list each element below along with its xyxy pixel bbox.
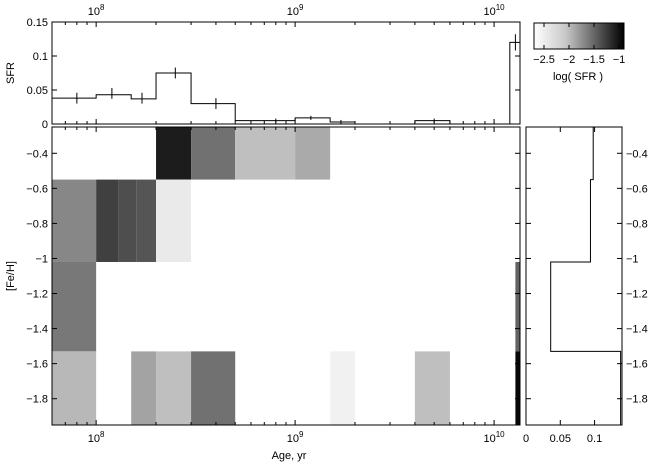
metallicity-step-line: [550, 127, 622, 425]
sfr-panel-frame: [51, 21, 521, 125]
colorbar-tick-label: −1: [613, 54, 626, 66]
heatmap-cell: [515, 351, 520, 425]
metallicity-age-heatmap-panel: 108 109 1010 −0.4 −0.6 −0.8 −1 −1.2 −1.4 −1.6 −1.8…: [5, 126, 521, 462]
colorbar-gradient: [533, 22, 625, 50]
heatmap-cell: [235, 127, 296, 180]
sfr-histogram-panel: 108 109 1010 0 0.05 0.1 0.15 SFR: [5, 3, 521, 131]
colorbar: −2.5 −2 −1.5 −1 log( SFR ): [533, 22, 626, 83]
colorbar-tick-label: −1.5: [583, 54, 605, 66]
y-tick-label: −1: [35, 253, 48, 265]
right-y-tick-label: −1.2: [626, 289, 648, 301]
right-y-tick-label: −0.8: [626, 218, 648, 230]
right-y-tick-label: −1: [626, 253, 639, 265]
x-tick-label: 109: [287, 430, 304, 445]
right-y-tick-label: −1.8: [626, 394, 648, 406]
y-tick-label: 0: [42, 119, 48, 131]
x-tick-label: 108: [88, 430, 105, 445]
metallicity-distribution-panel: 0 0.05 0.1 −0.4 −0.6 −0.8 −1 −1.2 −1.4 −1.6 −1.8: [523, 126, 648, 445]
x-tick-label: 0: [523, 433, 529, 445]
age-axis-label: Age, yr: [272, 450, 307, 462]
heatmap-cell: [52, 351, 97, 425]
colorbar-tick-label: −2.5: [533, 54, 555, 66]
heatmap-cell: [156, 351, 192, 425]
colorbar-label: log( SFR ): [553, 71, 603, 83]
x-tick-label: 108: [88, 3, 105, 18]
x-tick-label: 0.1: [587, 433, 602, 445]
heatmap-cell: [156, 179, 192, 262]
x-tick-label: 1010: [483, 430, 505, 445]
heatmap-cell: [515, 261, 520, 352]
sfr-step-line: [52, 41, 520, 125]
heatmap-cell: [414, 351, 450, 425]
right-y-tick-label: −1.4: [626, 324, 648, 336]
y-tick-label: −1.2: [26, 289, 48, 301]
heatmap-cell: [191, 127, 236, 180]
heatmap-cell: [52, 261, 97, 352]
x-tick-label: 0.05: [550, 433, 571, 445]
y-tick-label: 0.05: [27, 85, 48, 97]
heatmap-cell: [295, 127, 331, 180]
heatmap-cell: [191, 351, 236, 425]
right-y-tick-label: −0.4: [626, 148, 648, 160]
y-tick-label: −1.6: [26, 359, 48, 371]
right-panel-frame: [525, 126, 623, 426]
heatmap-cell: [118, 179, 137, 262]
y-tick-label: −0.8: [26, 218, 48, 230]
colorbar-tick-label: −2: [563, 54, 576, 66]
x-tick-label: 109: [287, 3, 304, 18]
heatmap-cell: [156, 127, 192, 180]
y-tick-label: −0.4: [26, 148, 48, 160]
y-tick-label: −0.6: [26, 183, 48, 195]
y-tick-label: −1.8: [26, 394, 48, 406]
heatmap-cell: [330, 351, 355, 425]
y-tick-label: 0.1: [33, 51, 48, 63]
heatmap-cell: [136, 179, 157, 262]
y-tick-label: −1.4: [26, 324, 48, 336]
x-tick-label: 1010: [483, 3, 505, 18]
heatmap-cell: [96, 179, 119, 262]
y-tick-label: 0.15: [27, 17, 48, 29]
right-y-tick-label: −1.6: [626, 359, 648, 371]
feh-axis-label: [Fe/H]: [5, 261, 17, 291]
heatmap-cell: [52, 179, 97, 262]
heatmap-cell: [131, 351, 157, 425]
right-y-tick-label: −0.6: [626, 183, 648, 195]
sfr-axis-label: SFR: [5, 62, 17, 84]
